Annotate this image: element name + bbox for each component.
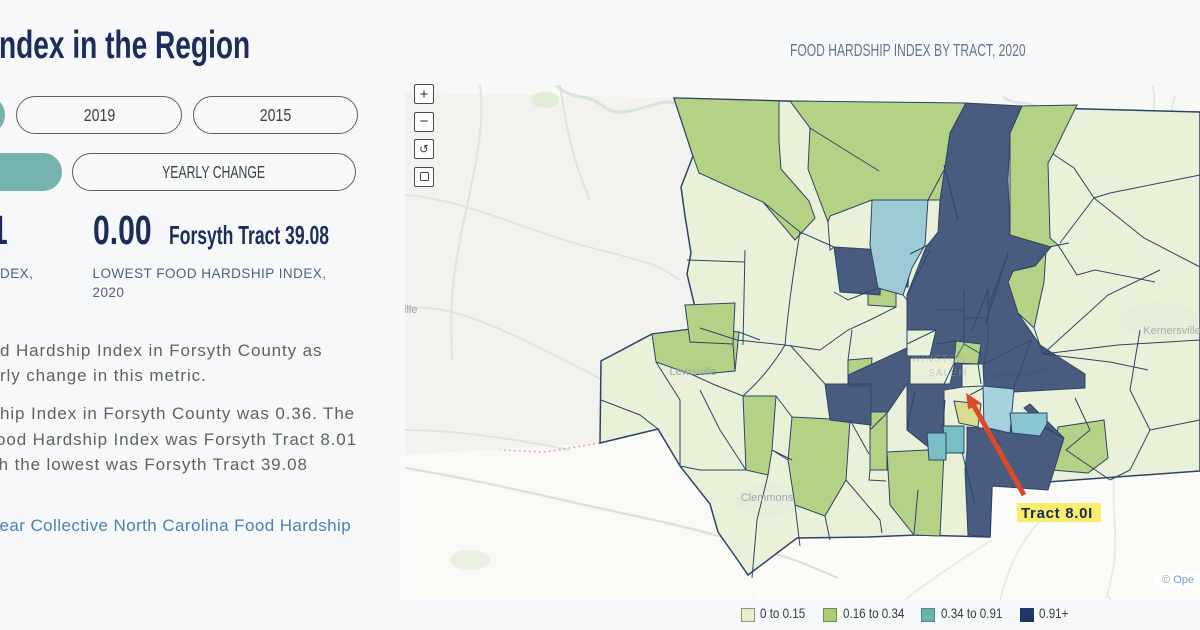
svg-text:WINSTON-: WINSTON- — [911, 354, 971, 365]
svg-text:Lewisville: Lewisville — [669, 366, 716, 378]
svg-text:Clemmons: Clemmons — [741, 492, 794, 504]
svg-text:ille: ille — [405, 304, 417, 316]
svg-text:SALEM: SALEM — [928, 368, 968, 379]
svg-text:Tract 8.0I: Tract 8.0I — [1021, 505, 1093, 522]
svg-text:Kernersville: Kernersville — [1143, 325, 1200, 337]
